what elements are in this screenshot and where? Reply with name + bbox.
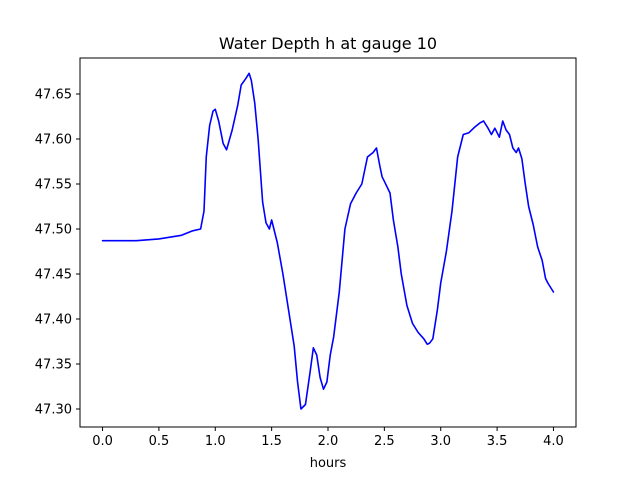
- y-tick-label: 47.50: [35, 223, 72, 238]
- y-tick-label: 47.45: [35, 268, 72, 283]
- x-axis-label: hours: [310, 456, 347, 471]
- y-tick-label: 47.35: [35, 358, 72, 373]
- x-tick-label: 2.5: [374, 434, 395, 449]
- chart-title: Water Depth h at gauge 10: [219, 34, 437, 53]
- y-tick-label: 47.55: [35, 178, 72, 193]
- x-axis: 0.0 0.5 1.0 1.5 2.0 2.5 3.0 3.5 4.0: [92, 427, 564, 449]
- series-line-0: [101, 72, 555, 410]
- y-tick-label: 47.30: [35, 403, 72, 418]
- y-tick-label: 47.40: [35, 313, 72, 328]
- x-tick-label: 0.0: [92, 434, 113, 449]
- x-tick-label: 4.0: [543, 434, 564, 449]
- x-tick-label: 1.0: [205, 434, 226, 449]
- x-tick-label: 1.5: [261, 434, 282, 449]
- x-tick-label: 2.0: [318, 434, 339, 449]
- y-axis: 47.30 47.35 47.40 47.45 47.50 47.55 47.60 47.65: [35, 88, 80, 418]
- y-tick-label: 47.60: [35, 133, 72, 148]
- y-tick-label: 47.65: [35, 88, 72, 103]
- x-tick-label: 3.0: [430, 434, 451, 449]
- x-tick-label: 3.5: [487, 434, 508, 449]
- plot-area: [101, 72, 555, 410]
- x-tick-label: 0.5: [149, 434, 170, 449]
